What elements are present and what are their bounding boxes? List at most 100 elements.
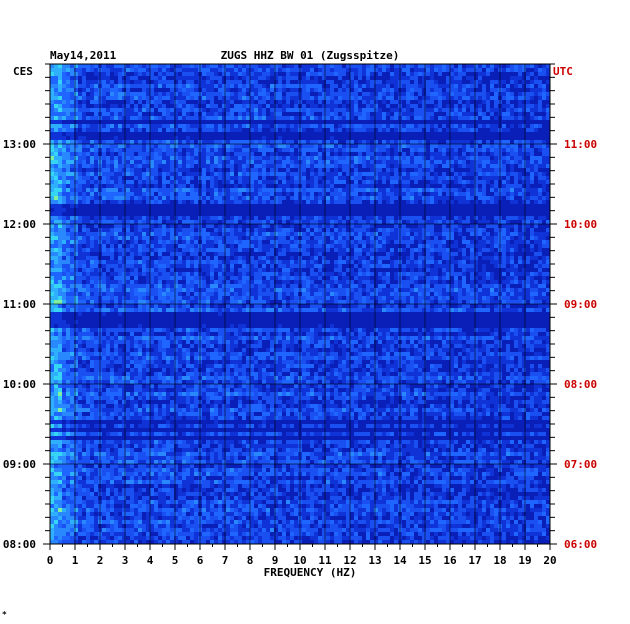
- spectrogram-cell: [214, 188, 218, 192]
- spectrogram-cell: [306, 224, 310, 228]
- spectrogram-cell: [282, 132, 286, 136]
- spectrogram-cell: [302, 244, 306, 248]
- spectrogram-cell: [234, 92, 238, 96]
- spectrogram-cell: [306, 84, 310, 88]
- spectrogram-cell: [538, 236, 542, 240]
- spectrogram-cell: [418, 120, 422, 124]
- spectrogram-cell: [422, 140, 426, 144]
- spectrogram-cell: [74, 164, 78, 168]
- spectrogram-cell: [178, 76, 182, 80]
- spectrogram-cell: [322, 68, 326, 72]
- spectrogram-cell: [214, 72, 218, 76]
- spectrogram-cell: [450, 128, 454, 132]
- spectrogram-cell: [170, 124, 174, 128]
- spectrogram-cell: [478, 156, 482, 160]
- spectrogram-cell: [482, 196, 486, 200]
- spectrogram-cell: [466, 240, 470, 244]
- spectrogram-cell: [202, 180, 206, 184]
- spectrogram-cell: [390, 160, 394, 164]
- spectrogram-cell: [514, 184, 518, 188]
- spectrogram-cell: [270, 236, 274, 240]
- spectrogram-cell: [126, 104, 130, 108]
- spectrogram-cell: [394, 168, 398, 172]
- spectrogram-cell: [118, 116, 122, 120]
- spectrogram-cell: [138, 188, 142, 192]
- spectrogram-cell: [530, 208, 534, 212]
- spectrogram-cell: [390, 204, 394, 208]
- spectrogram-cell: [210, 204, 214, 208]
- spectrogram-cell: [202, 128, 206, 132]
- spectrogram-cell: [158, 208, 162, 212]
- spectrogram-cell: [426, 128, 430, 132]
- spectrogram-cell: [314, 108, 318, 112]
- spectrogram-cell: [418, 232, 422, 236]
- spectrogram-cell: [270, 208, 274, 212]
- spectrogram-cell: [186, 232, 190, 236]
- spectrogram-cell: [214, 92, 218, 96]
- spectrogram-cell: [122, 140, 126, 144]
- spectrogram-cell: [134, 204, 138, 208]
- spectrogram-cell: [414, 112, 418, 116]
- spectrogram-cell: [294, 160, 298, 164]
- spectrogram-cell: [170, 172, 174, 176]
- spectrogram-cell: [50, 188, 54, 192]
- spectrogram-cell: [378, 128, 382, 132]
- spectrogram-cell: [418, 236, 422, 240]
- spectrogram-cell: [106, 128, 110, 132]
- spectrogram-cell: [490, 176, 494, 180]
- spectrogram-cell: [70, 156, 74, 160]
- spectrogram-cell: [390, 92, 394, 96]
- spectrogram-cell: [218, 140, 222, 144]
- spectrogram-cell: [458, 208, 462, 212]
- spectrogram-cell: [534, 196, 538, 200]
- spectrogram-cell: [362, 136, 366, 140]
- spectrogram-cell: [374, 80, 378, 84]
- spectrogram-cell: [282, 96, 286, 100]
- spectrogram-cell: [226, 64, 230, 68]
- spectrogram-cell: [74, 196, 78, 200]
- spectrogram-cell: [462, 112, 466, 116]
- spectrogram-cell: [50, 132, 54, 136]
- spectrogram-cell: [238, 112, 242, 116]
- spectrogram-cell: [202, 152, 206, 156]
- spectrogram-cell: [166, 112, 170, 116]
- spectrogram-cell: [310, 112, 314, 116]
- spectrogram-cell: [326, 140, 330, 144]
- spectrogram-cell: [78, 124, 82, 128]
- spectrogram-cell: [154, 132, 158, 136]
- spectrogram-cell: [290, 208, 294, 212]
- spectrogram-cell: [526, 216, 530, 220]
- spectrogram-cell: [194, 72, 198, 76]
- spectrogram-cell: [394, 164, 398, 168]
- spectrogram-cell: [226, 88, 230, 92]
- spectrogram-cell: [350, 208, 354, 212]
- spectrogram-cell: [486, 68, 490, 72]
- spectrogram-cell: [282, 164, 286, 168]
- spectrogram-cell: [70, 68, 74, 72]
- spectrogram-cell: [162, 228, 166, 232]
- spectrogram-cell: [226, 100, 230, 104]
- spectrogram-cell: [410, 176, 414, 180]
- spectrogram-cell: [190, 228, 194, 232]
- spectrogram-cell: [346, 156, 350, 160]
- spectrogram-cell: [194, 104, 198, 108]
- spectrogram-cell: [62, 188, 66, 192]
- spectrogram-cell: [522, 220, 526, 224]
- spectrogram-cell: [62, 152, 66, 156]
- spectrogram-cell: [50, 76, 54, 80]
- spectrogram-cell: [134, 64, 138, 68]
- spectrogram-cell: [370, 116, 374, 120]
- spectrogram-cell: [142, 236, 146, 240]
- spectrogram-cell: [254, 220, 258, 224]
- spectrogram-cell: [102, 172, 106, 176]
- spectrogram-cell: [226, 92, 230, 96]
- spectrogram-cell: [374, 116, 378, 120]
- spectrogram-cell: [314, 152, 318, 156]
- spectrogram-cell: [474, 236, 478, 240]
- spectrogram-cell: [206, 220, 210, 224]
- spectrogram-cell: [402, 232, 406, 236]
- spectrogram-cell: [282, 220, 286, 224]
- spectrogram-cell: [242, 144, 246, 148]
- spectrogram-cell: [258, 208, 262, 212]
- spectrogram-cell: [178, 140, 182, 144]
